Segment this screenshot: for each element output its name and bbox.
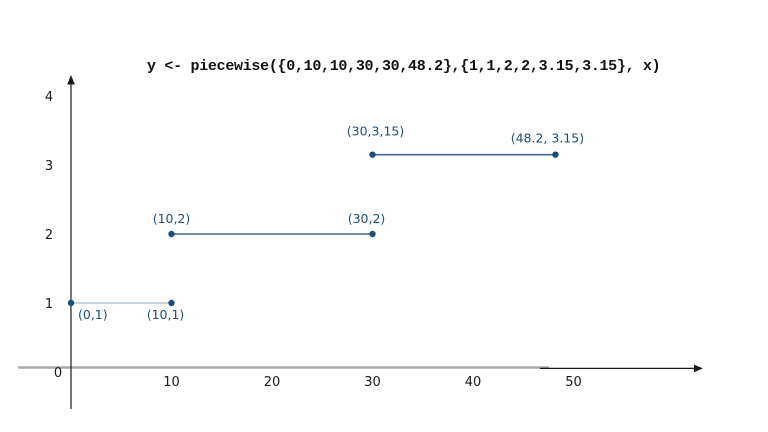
y-tick-label: 2 <box>45 228 53 243</box>
y-tick-label: 4 <box>45 90 53 105</box>
data-point <box>369 151 376 158</box>
point-label: (30,3,15) <box>347 124 404 139</box>
x-axis-arrow-icon <box>694 364 703 373</box>
x-tick-label: 30 <box>364 375 381 390</box>
point-label: (0,1) <box>78 307 108 322</box>
x-tick-label: 50 <box>565 375 582 390</box>
data-point <box>168 230 175 238</box>
y-axis-arrow-icon <box>67 75 75 85</box>
data-point <box>168 299 175 307</box>
point-label: (30,2) <box>348 211 386 226</box>
x-tick-label: 40 <box>465 375 482 390</box>
x-tick-label: 10 <box>163 375 180 390</box>
data-point <box>552 151 559 158</box>
data-point <box>369 230 376 238</box>
y-tick-label: 0 <box>54 366 62 381</box>
x-tick-label: 20 <box>264 375 281 390</box>
point-label: (10,2) <box>153 211 191 226</box>
chart-title: y <- piecewise({0,10,10,30,30,48.2},{1,1… <box>147 58 661 75</box>
point-label: (48.2, 3.15) <box>511 131 584 146</box>
y-tick-label: 3 <box>45 159 53 174</box>
y-tick-label: 1 <box>45 297 53 312</box>
data-point <box>67 299 75 307</box>
point-label: (10,1) <box>147 307 185 322</box>
